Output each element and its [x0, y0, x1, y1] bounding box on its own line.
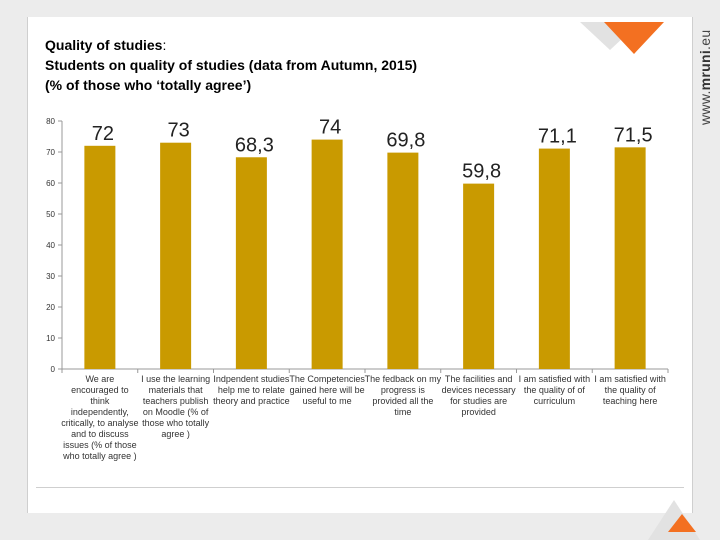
x-category-label: I am satisfied with the quality of teach… [594, 374, 666, 406]
bar-data-label: 72 [92, 123, 114, 145]
title-note: (% of those who ‘totally agree’) [45, 77, 252, 93]
slide-background [27, 17, 693, 513]
right-border-line [692, 17, 693, 513]
x-category-label: The Competencies gained here will be use… [289, 374, 365, 406]
x-category-label: I am satisfied with the quality of of cu… [518, 374, 591, 406]
title-heading: Quality of studies [45, 37, 163, 53]
slide-title: Quality of studies: Students on quality … [45, 35, 605, 95]
bar [160, 142, 192, 369]
bar-data-label: 69,8 [386, 130, 425, 152]
title-heading-colon: : [162, 37, 167, 53]
y-tick-label: 30 [46, 272, 55, 281]
bar [235, 157, 267, 369]
bar [311, 139, 343, 369]
x-category-label: We are encouraged to think independently… [61, 374, 139, 461]
left-border-line [27, 17, 28, 513]
bar-data-label: 71,5 [614, 124, 653, 146]
bottom-divider-line [36, 487, 684, 488]
bar [84, 145, 116, 369]
y-tick-label: 20 [46, 303, 55, 312]
y-tick-label: 50 [46, 210, 55, 219]
bar [614, 147, 646, 369]
top-deco-orange-triangle [604, 22, 664, 54]
bar-data-label: 74 [319, 117, 341, 139]
y-tick-label: 40 [46, 241, 55, 250]
title-subheading: Students on quality of studies (data fro… [45, 57, 418, 73]
bar-data-label: 73 [168, 120, 190, 142]
x-category-label: The fedback on my progress is provided a… [364, 374, 442, 417]
bar [387, 152, 419, 369]
bar-data-label: 68,3 [235, 134, 274, 156]
bar-data-label: 59,8 [462, 161, 501, 183]
x-category-label: Indpendent studies help me to relate the… [213, 374, 290, 406]
y-tick-label: 10 [46, 334, 55, 343]
bar [463, 183, 495, 369]
y-tick-label: 0 [51, 365, 56, 374]
y-tick-label: 80 [46, 117, 55, 126]
bottom-deco-orange-triangle [668, 514, 696, 532]
y-tick-label: 70 [46, 148, 55, 157]
x-category-label: I use the learning materials that teache… [141, 374, 211, 439]
x-category-label: The facilities and devices necessary for… [441, 374, 516, 417]
y-tick-label: 60 [46, 179, 55, 188]
bar [538, 148, 570, 369]
bar-data-label: 71,1 [538, 126, 577, 148]
